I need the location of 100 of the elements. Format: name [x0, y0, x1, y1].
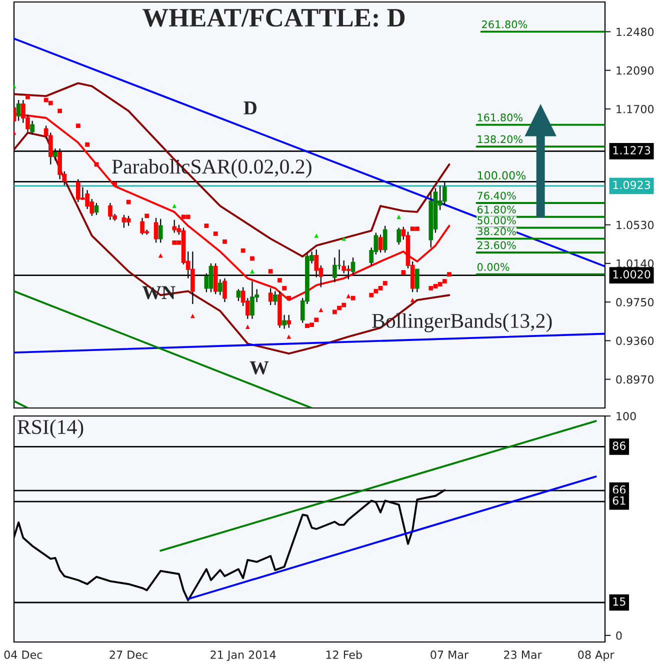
ref-line-label: 86	[612, 442, 626, 450]
point	[222, 239, 227, 244]
point	[350, 296, 356, 300]
series-label: 23.60%	[477, 241, 516, 250]
series-label: 161.80%	[478, 114, 522, 122]
candlestick	[154, 217, 158, 244]
x-tick-label: 12 Feb	[326, 650, 362, 659]
point	[342, 236, 346, 241]
y-tick-label: 1.0140	[616, 259, 654, 268]
series-label: 261.80%	[482, 20, 528, 28]
point	[245, 324, 250, 329]
point	[438, 282, 442, 286]
point	[346, 294, 351, 298]
candlestick	[94, 202, 99, 216]
candlestick	[158, 218, 163, 244]
point	[433, 284, 438, 288]
series-label: 0.00%	[477, 263, 510, 271]
candlestick	[236, 288, 241, 302]
point	[428, 286, 434, 290]
point	[310, 322, 314, 328]
x-tick-label: 04 Dec	[4, 650, 42, 659]
point	[26, 94, 30, 100]
point	[268, 269, 273, 274]
y-tick-label: 1.2090	[616, 66, 654, 75]
point	[94, 162, 99, 167]
ref-line-label: 15	[613, 597, 626, 606]
point	[414, 226, 420, 231]
point	[342, 302, 346, 308]
point	[58, 108, 62, 114]
y-tick-label: 100	[616, 412, 636, 420]
point	[181, 214, 186, 220]
point	[410, 226, 415, 231]
point	[204, 224, 209, 228]
point	[240, 248, 246, 253]
ref-line-label: 1.1273	[613, 146, 650, 154]
candlestick	[282, 314, 286, 330]
chart-title: RSI(14)	[18, 419, 84, 438]
point	[176, 240, 182, 245]
annotation: D	[244, 102, 256, 114]
point	[190, 314, 195, 318]
annotation: W	[250, 361, 269, 374]
point	[286, 334, 292, 339]
y-tick-label: 1.2480	[616, 28, 654, 36]
point	[144, 214, 150, 218]
y-tick-label: 0	[616, 631, 622, 640]
ref-line-label: 1.0923	[613, 180, 650, 190]
y-tick-label: 1.0530	[616, 220, 654, 230]
point	[250, 269, 254, 274]
point	[172, 204, 177, 208]
candlestick	[396, 227, 401, 246]
candlestick	[126, 215, 131, 226]
point	[442, 279, 447, 284]
x-tick-label: 23 Mar	[504, 650, 542, 659]
point	[314, 318, 319, 322]
point	[369, 292, 374, 298]
point	[318, 308, 324, 312]
point	[282, 286, 286, 290]
point	[172, 240, 177, 245]
y-tick-label: 1.1700	[616, 104, 654, 114]
annotation: 100.00%	[478, 171, 526, 180]
candlestick	[218, 278, 222, 296]
point	[396, 214, 402, 220]
ref-line-label: 66	[612, 485, 626, 494]
series-label: 138.20%	[478, 135, 522, 144]
point	[48, 100, 53, 106]
point	[401, 270, 406, 275]
point	[278, 278, 282, 282]
chart-title: WHEAT/FCATTLE: D	[142, 8, 405, 27]
candlestick	[16, 99, 21, 122]
ref-line-label: 1.0020	[613, 270, 650, 279]
y-tick-label: 0.8970	[616, 375, 654, 384]
y-tick-label: 0.9360	[616, 336, 654, 346]
x-tick-label: 27 Dec	[110, 650, 148, 659]
point	[305, 324, 310, 328]
point	[286, 296, 292, 300]
point	[76, 124, 80, 128]
point	[337, 306, 342, 310]
series-label: 76.40%	[478, 192, 516, 200]
point	[374, 288, 378, 294]
x-tick-label: 21 Jan 2014	[210, 650, 276, 661]
point	[85, 142, 90, 147]
point	[250, 256, 254, 261]
point	[314, 234, 319, 238]
point	[213, 232, 218, 236]
candlestick	[222, 278, 227, 303]
point	[44, 98, 48, 102]
x-tick-label: 08 Apr	[578, 650, 614, 662]
candlestick	[378, 234, 383, 254]
y-tick-label: 0.9750	[616, 298, 654, 306]
point	[186, 214, 190, 220]
candlestick	[122, 214, 126, 228]
point	[332, 310, 337, 314]
point	[447, 272, 452, 277]
candlestick	[272, 290, 278, 306]
candlestick	[286, 314, 292, 328]
candlestick	[382, 225, 388, 254]
point	[378, 286, 383, 290]
series-label: 38.20%	[478, 227, 516, 236]
point	[112, 182, 117, 186]
line-series	[14, 82, 450, 258]
